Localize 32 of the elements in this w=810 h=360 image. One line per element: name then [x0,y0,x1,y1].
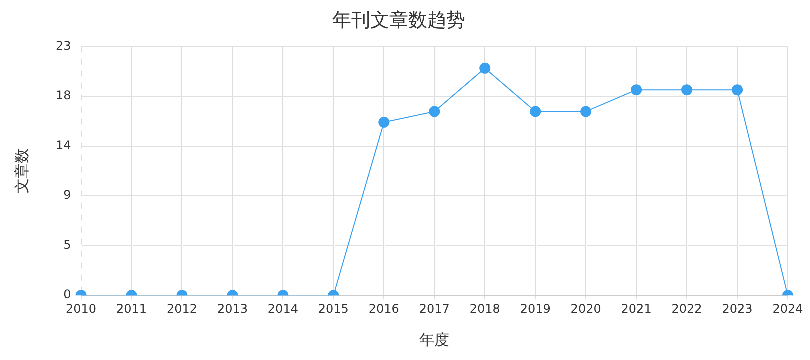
x-tick-label: 2016 [368,302,400,316]
x-tick-label: 2017 [419,302,450,316]
point [530,106,542,118]
y-tick-label: 18 [56,88,72,103]
x-tick-label: 2021 [621,302,652,316]
point [429,106,440,118]
y-tick-label: 9 [64,188,72,202]
x-tick-label: 2011 [116,302,148,316]
point [682,84,693,96]
y-tick-label: 14 [56,138,72,152]
point [480,62,491,74]
x-tick-label: 2022 [672,302,702,316]
x-tick-label: 2015 [318,302,349,316]
y-axis-title: 文章数 [12,148,31,194]
x-tick-label: 2019 [520,302,551,316]
y-tick-label: 0 [64,288,72,302]
point [580,106,592,118]
x-tick-label: 2010 [66,302,97,316]
x-tick-label: 2024 [772,302,804,316]
x-tick-label: 2020 [570,302,602,316]
x-tick-label: 2018 [470,302,500,316]
x-tick-label: 2012 [166,302,198,316]
chart-title: 年刊文章数趋势 [332,9,466,32]
y-tick-label: 23 [56,38,72,53]
y-tick-label: 5 [64,238,72,252]
point [378,117,390,128]
x-axis-title: 年度 [420,330,450,349]
point [732,84,744,96]
x-tick-label: 2013 [217,302,248,316]
point [631,84,642,96]
x-tick-label: 2023 [722,302,753,316]
x-tick-label: 2014 [268,302,298,316]
